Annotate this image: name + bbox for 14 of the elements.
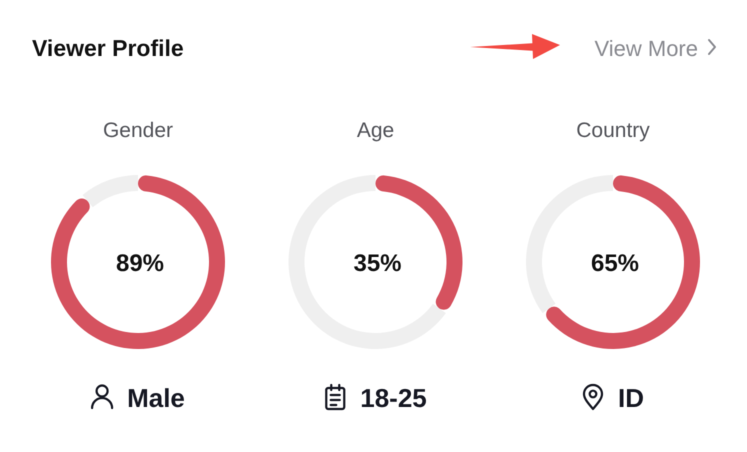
data-label: 65% <box>590 250 640 277</box>
chart-title: Age <box>356 119 394 142</box>
chart-title: Gender <box>102 119 174 142</box>
text: Viewer Profile <box>32 35 184 61</box>
text: 18-25 <box>360 383 427 413</box>
data-label: 89% <box>116 250 164 277</box>
donut-slice <box>288 175 446 349</box>
chart-title: Country <box>576 119 650 142</box>
text: ID <box>618 383 644 413</box>
donut-slice <box>82 175 138 208</box>
donut-slice <box>51 175 225 349</box>
text: Male <box>127 383 185 413</box>
text: View More <box>594 36 698 61</box>
data-label: 35% <box>353 250 402 277</box>
